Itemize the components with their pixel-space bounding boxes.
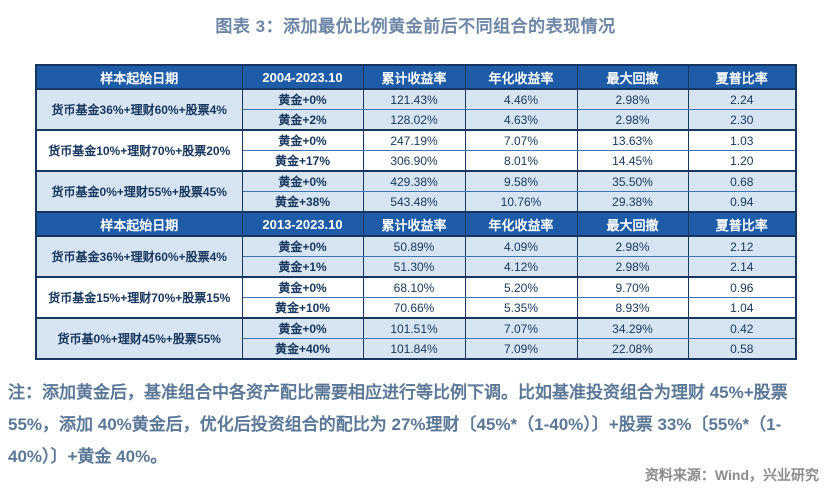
gold-allocation-cell: 黄金+17% [241, 150, 364, 172]
gold-allocation-cell: 黄金+2% [241, 109, 364, 131]
gold-allocation-cell: 黄金+40% [241, 338, 364, 360]
portfolio-cell: 货币基金0%+理财55%+股票45% [35, 171, 243, 213]
portfolio-cell: 货币基金15%+理财70%+股票15% [35, 277, 243, 319]
annualized-return-cell: 5.20% [464, 277, 578, 298]
portfolio-performance-table: 样本起始日期 2004-2023.10 累计收益率 年化收益率 最大回撤 夏普比率 货币基金… [35, 64, 797, 360]
annualized-return-cell: 7.09% [464, 338, 578, 360]
annualized-return-cell: 9.58% [464, 171, 578, 192]
annualized-return-cell: 8.01% [464, 150, 578, 172]
sharpe-ratio-cell: 1.03 [687, 130, 797, 151]
cumulative-return-cell: 68.10% [362, 277, 466, 298]
data-source: 资料来源：Wind，兴业研究 [644, 467, 819, 483]
sharpe-ratio-cell: 0.42 [687, 318, 797, 339]
sharpe-ratio-cell: 0.94 [687, 191, 797, 213]
annualized-return-cell: 10.76% [464, 191, 578, 213]
gold-allocation-cell: 黄金+0% [241, 130, 364, 151]
max-drawdown-cell: 2.98% [576, 109, 689, 131]
header-max-drawdown: 最大回撤 [576, 64, 689, 90]
table-row: 货币基金0%+理财55%+股票45% 黄金+0% 429.38% 9.58% 35.50… [35, 171, 797, 213]
max-drawdown-cell: 2.98% [576, 256, 689, 278]
max-drawdown-cell: 13.63% [576, 130, 689, 151]
table-row: 货币基金36%+理财60%+股票4% 黄金+0% 121.43% 4.46% 2.98%… [35, 89, 797, 131]
portfolio-cell: 货币基金36%+理财60%+股票4% [35, 89, 243, 131]
cumulative-return-cell: 51.30% [362, 256, 466, 278]
sharpe-ratio-cell: 2.14 [687, 256, 797, 278]
annualized-return-cell: 7.07% [464, 130, 578, 151]
header-sharpe-ratio: 夏普比率 [687, 64, 797, 90]
header-sample-start-date: 样本起始日期 [35, 211, 243, 237]
header-cumulative-return: 累计收益率 [362, 211, 466, 237]
table-row: 货币基金15%+理财70%+股票15% 黄金+0% 68.10% 5.20% 9.70%… [35, 277, 797, 319]
table-row: 黄金+2% 128.02% 4.63% 2.98% 2.30 [36, 109, 797, 131]
gold-allocation-cell: 黄金+10% [241, 297, 364, 319]
gold-allocation-cell: 黄金+0% [241, 171, 364, 192]
cumulative-return-cell: 429.38% [362, 171, 466, 192]
cumulative-return-cell: 101.84% [362, 338, 466, 360]
max-drawdown-cell: 22.08% [576, 338, 689, 360]
header-period: 2004-2023.10 [241, 64, 364, 90]
portfolio-cell: 货币基金10%+理财70%+股票20% [35, 130, 243, 172]
gold-allocation-cell: 黄金+1% [241, 256, 364, 278]
gold-allocation-cell: 黄金+0% [241, 236, 364, 257]
header-annualized-return: 年化收益率 [464, 64, 578, 90]
max-drawdown-cell: 2.98% [576, 236, 689, 257]
sharpe-ratio-cell: 1.20 [687, 150, 797, 172]
header-max-drawdown: 最大回撤 [576, 211, 689, 237]
max-drawdown-cell: 35.50% [576, 171, 689, 192]
sharpe-ratio-cell: 0.58 [687, 338, 797, 360]
cumulative-return-cell: 50.89% [362, 236, 466, 257]
section-header-row: 样本起始日期 2004-2023.10 累计收益率 年化收益率 最大回撤 夏普比率 [35, 64, 797, 90]
cumulative-return-cell: 306.90% [362, 150, 466, 172]
cumulative-return-cell: 128.02% [362, 109, 466, 131]
max-drawdown-cell: 2.98% [576, 89, 689, 110]
annualized-return-cell: 4.46% [464, 89, 578, 110]
annualized-return-cell: 5.35% [464, 297, 578, 319]
gold-allocation-cell: 黄金+0% [241, 89, 364, 110]
table-row: 黄金+17% 306.90% 8.01% 14.45% 1.20 [36, 150, 797, 172]
sharpe-ratio-cell: 1.04 [687, 297, 797, 319]
sharpe-ratio-cell: 2.12 [687, 236, 797, 257]
portfolio-cell: 货币基0%+理财45%+股票55% [35, 318, 243, 360]
max-drawdown-cell: 8.93% [576, 297, 689, 319]
header-period: 2013-2023.10 [241, 211, 364, 237]
gold-allocation-cell: 黄金+0% [241, 318, 364, 339]
sharpe-ratio-cell: 0.68 [687, 171, 797, 192]
header-annualized-return: 年化收益率 [464, 211, 578, 237]
table-row: 货币基金36%+理财60%+股票4% 黄金+0% 50.89% 4.09% 2.98% 2… [35, 236, 797, 278]
cumulative-return-cell: 70.66% [362, 297, 466, 319]
cumulative-return-cell: 121.43% [362, 89, 466, 110]
sharpe-ratio-cell: 0.96 [687, 277, 797, 298]
table-row: 黄金+1% 51.30% 4.12% 2.98% 2.14 [36, 256, 797, 278]
annualized-return-cell: 4.63% [464, 109, 578, 131]
cumulative-return-cell: 101.51% [362, 318, 466, 339]
gold-allocation-cell: 黄金+38% [241, 191, 364, 213]
table-row: 货币基0%+理财45%+股票55% 黄金+0% 101.51% 7.07% 34.29%… [35, 318, 797, 360]
section-header-row: 样本起始日期 2013-2023.10 累计收益率 年化收益率 最大回撤 夏普比率 [35, 211, 797, 237]
header-sharpe-ratio: 夏普比率 [687, 211, 797, 237]
gold-allocation-cell: 黄金+0% [241, 277, 364, 298]
max-drawdown-cell: 14.45% [576, 150, 689, 172]
cumulative-return-cell: 543.48% [362, 191, 466, 213]
max-drawdown-cell: 29.38% [576, 191, 689, 213]
annualized-return-cell: 4.09% [464, 236, 578, 257]
sharpe-ratio-cell: 2.30 [687, 109, 797, 131]
cumulative-return-cell: 247.19% [362, 130, 466, 151]
table-row: 黄金+10% 70.66% 5.35% 8.93% 1.04 [36, 297, 797, 319]
header-sample-start-date: 样本起始日期 [35, 64, 243, 90]
table-row: 黄金+40% 101.84% 7.09% 22.08% 0.58 [36, 338, 797, 360]
figure-title: 图表 3：添加最优比例黄金前后不同组合的表现情况 [215, 17, 616, 36]
max-drawdown-cell: 34.29% [576, 318, 689, 339]
portfolio-cell: 货币基金36%+理财60%+股票4% [35, 236, 243, 278]
table-row: 黄金+38% 543.48% 10.76% 29.38% 0.94 [36, 191, 797, 213]
max-drawdown-cell: 9.70% [576, 277, 689, 298]
annualized-return-cell: 7.07% [464, 318, 578, 339]
sharpe-ratio-cell: 2.24 [687, 89, 797, 110]
header-cumulative-return: 累计收益率 [362, 64, 466, 90]
footnote: 注：添加黄金后，基准组合中各资产配比需要相应进行等比例下调。比如基准投资组合为理… [8, 383, 788, 466]
table-row: 货币基金10%+理财70%+股票20% 黄金+0% 247.19% 7.07% 13.6… [35, 130, 797, 172]
annualized-return-cell: 4.12% [464, 256, 578, 278]
